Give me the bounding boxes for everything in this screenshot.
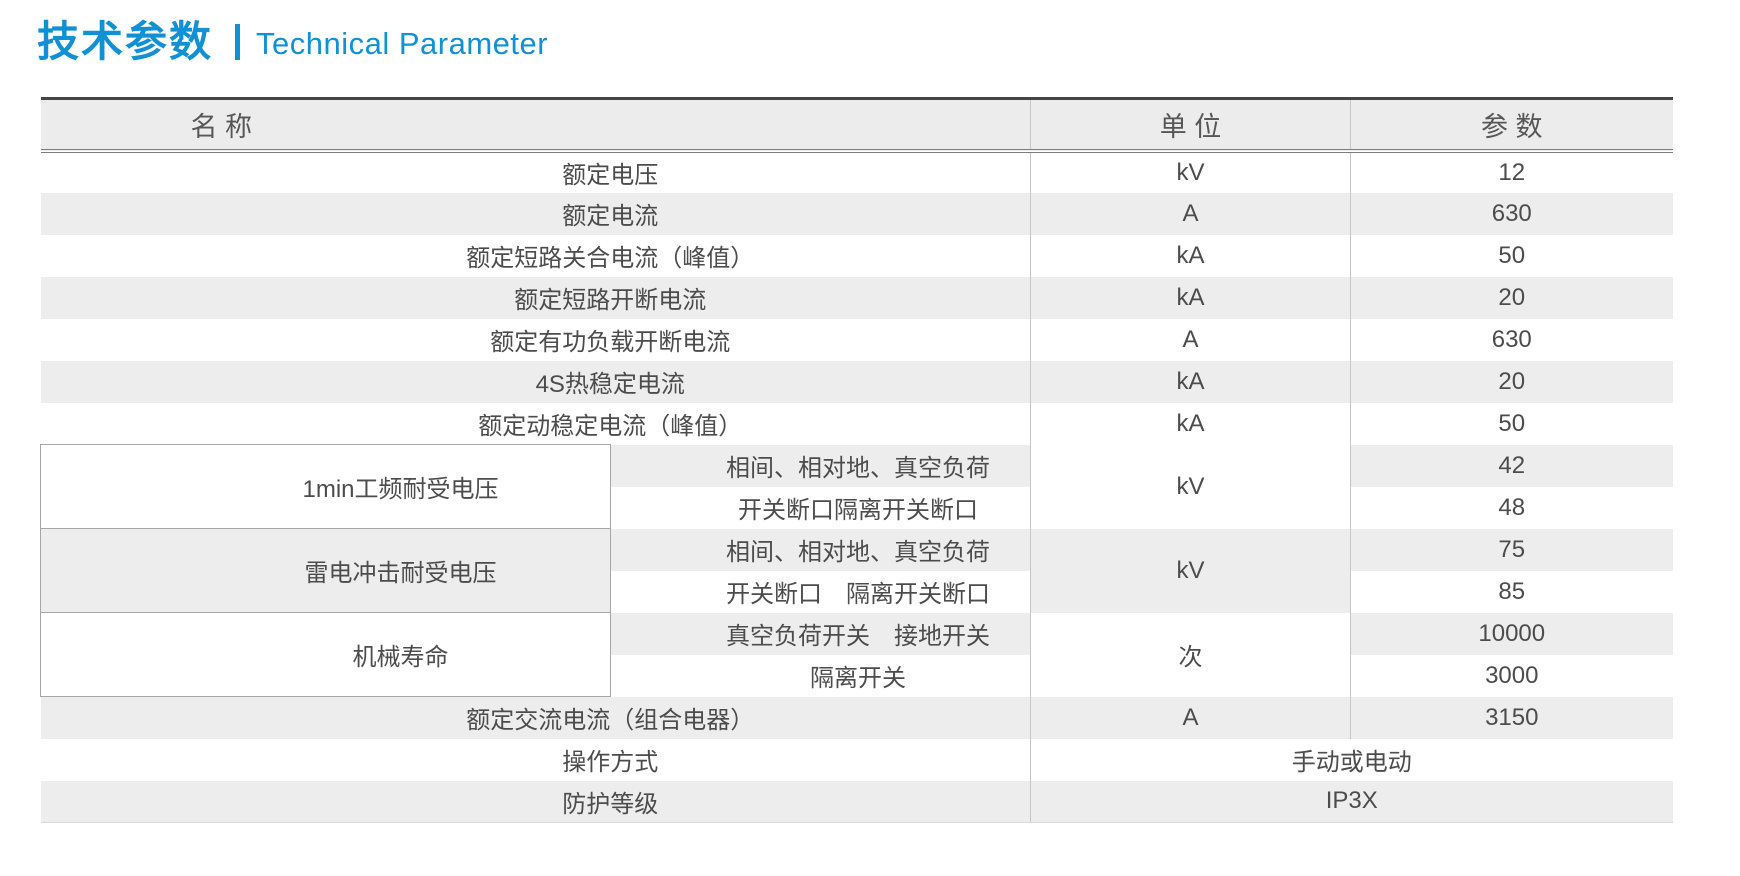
group-name-cell: 雷电冲击耐受电压 — [40, 528, 611, 613]
table-row: 雷电冲击耐受电压 相间、相对地、真空负荷 kV 75 — [40, 528, 1673, 613]
table-row: 机械寿命 真空负荷开关 接地开关 次 10000 — [40, 612, 1673, 697]
col-header-unit: 单 位 — [1030, 98, 1351, 153]
title-divider-bar — [235, 24, 241, 60]
unit-cell: A — [1030, 192, 1351, 235]
table-row: 防护等级 IP3X — [40, 780, 1673, 823]
param-name-cell: 额定有功负载开断电流 — [40, 318, 1031, 361]
unit-cell: kV — [1030, 528, 1351, 613]
unit-cell: kA — [1030, 402, 1351, 445]
table-row: 额定短路开断电流 kA 20 — [40, 276, 1673, 319]
table-row: 额定有功负载开断电流 A 630 — [40, 318, 1673, 361]
param-name-cell: 额定短路关合电流（峰值） — [40, 234, 1031, 277]
sub-name-cell: 相间、相对地、真空负荷 — [610, 528, 1031, 571]
sub-name-cell: 隔离开关 — [610, 654, 1031, 697]
table-header-row: 名 称 单 位 参 数 — [40, 98, 1673, 153]
param-name-cell: 额定电流 — [40, 192, 1031, 235]
param-name-cell: 操作方式 — [40, 738, 1031, 781]
table-row: 额定交流电流（组合电器） A 3150 — [40, 696, 1673, 739]
page-title: 技术参数 — [37, 18, 214, 65]
section-header: 技术参数 Technical Parameter — [37, 16, 548, 68]
unit-cell: 次 — [1030, 612, 1351, 697]
table-row: 额定电压 kV 12 — [40, 150, 1673, 193]
value-cell: 12 — [1350, 150, 1673, 193]
value-cell: 85 — [1350, 570, 1673, 613]
value-cell: 50 — [1350, 234, 1673, 277]
value-cell: 20 — [1350, 360, 1673, 403]
value-cell: 10000 — [1350, 612, 1673, 655]
sub-name-cell: 开关断口隔离开关断口 — [610, 486, 1031, 529]
param-name-cell: 额定动稳定电流（峰值） — [40, 402, 1031, 445]
merged-value-cell: IP3X — [1030, 780, 1673, 823]
param-name-cell: 额定电压 — [40, 150, 1031, 193]
sub-name-cell: 真空负荷开关 接地开关 — [610, 612, 1031, 655]
value-cell: 42 — [1350, 444, 1673, 487]
unit-cell: kA — [1030, 234, 1351, 277]
param-name-cell: 4S热稳定电流 — [40, 360, 1031, 403]
value-cell: 75 — [1350, 528, 1673, 571]
table-row: 4S热稳定电流 kA 20 — [40, 360, 1673, 403]
group-name-cell: 机械寿命 — [40, 612, 611, 697]
table-row: 开关断口 隔离开关断口 85 — [41, 570, 1673, 613]
value-cell: 48 — [1350, 486, 1673, 529]
sub-name-cell: 开关断口 隔离开关断口 — [610, 570, 1031, 613]
table-row: 开关断口隔离开关断口 48 — [41, 486, 1673, 529]
unit-cell: A — [1030, 318, 1351, 361]
sub-name-cell: 相间、相对地、真空负荷 — [610, 444, 1031, 487]
table-row: 操作方式 手动或电动 — [40, 738, 1673, 781]
technical-parameter-table: 名 称 单 位 参 数 额定电压 kV 12 额定电流 A 630 额定短路关合… — [40, 97, 1673, 823]
value-cell: 50 — [1350, 402, 1673, 445]
param-name-cell: 防护等级 — [40, 780, 1031, 823]
unit-cell: kA — [1030, 360, 1351, 403]
col-header-name: 名 称 — [40, 98, 1031, 153]
value-cell: 3000 — [1350, 654, 1673, 697]
table-row: 额定动稳定电流（峰值） kA 50 — [40, 402, 1673, 445]
page-title-en: Technical Parameter — [256, 25, 549, 61]
unit-cell: A — [1030, 696, 1351, 739]
group-name-cell: 1min工频耐受电压 — [40, 444, 611, 529]
col-header-param: 参 数 — [1350, 98, 1673, 153]
value-cell: 3150 — [1350, 696, 1673, 739]
unit-cell: kA — [1030, 276, 1351, 319]
unit-cell: kV — [1030, 444, 1351, 529]
table-row: 1min工频耐受电压 相间、相对地、真空负荷 kV 42 — [40, 444, 1673, 529]
value-cell: 630 — [1350, 318, 1673, 361]
merged-value-cell: 手动或电动 — [1030, 738, 1673, 781]
table-row: 额定短路关合电流（峰值） kA 50 — [40, 234, 1673, 277]
unit-cell: kV — [1030, 150, 1351, 193]
table-row: 隔离开关 3000 — [41, 654, 1673, 697]
value-cell: 630 — [1350, 192, 1673, 235]
param-name-cell: 额定交流电流（组合电器） — [40, 696, 1031, 739]
value-cell: 20 — [1350, 276, 1673, 319]
table-row: 额定电流 A 630 — [40, 192, 1673, 235]
param-name-cell: 额定短路开断电流 — [40, 276, 1031, 319]
